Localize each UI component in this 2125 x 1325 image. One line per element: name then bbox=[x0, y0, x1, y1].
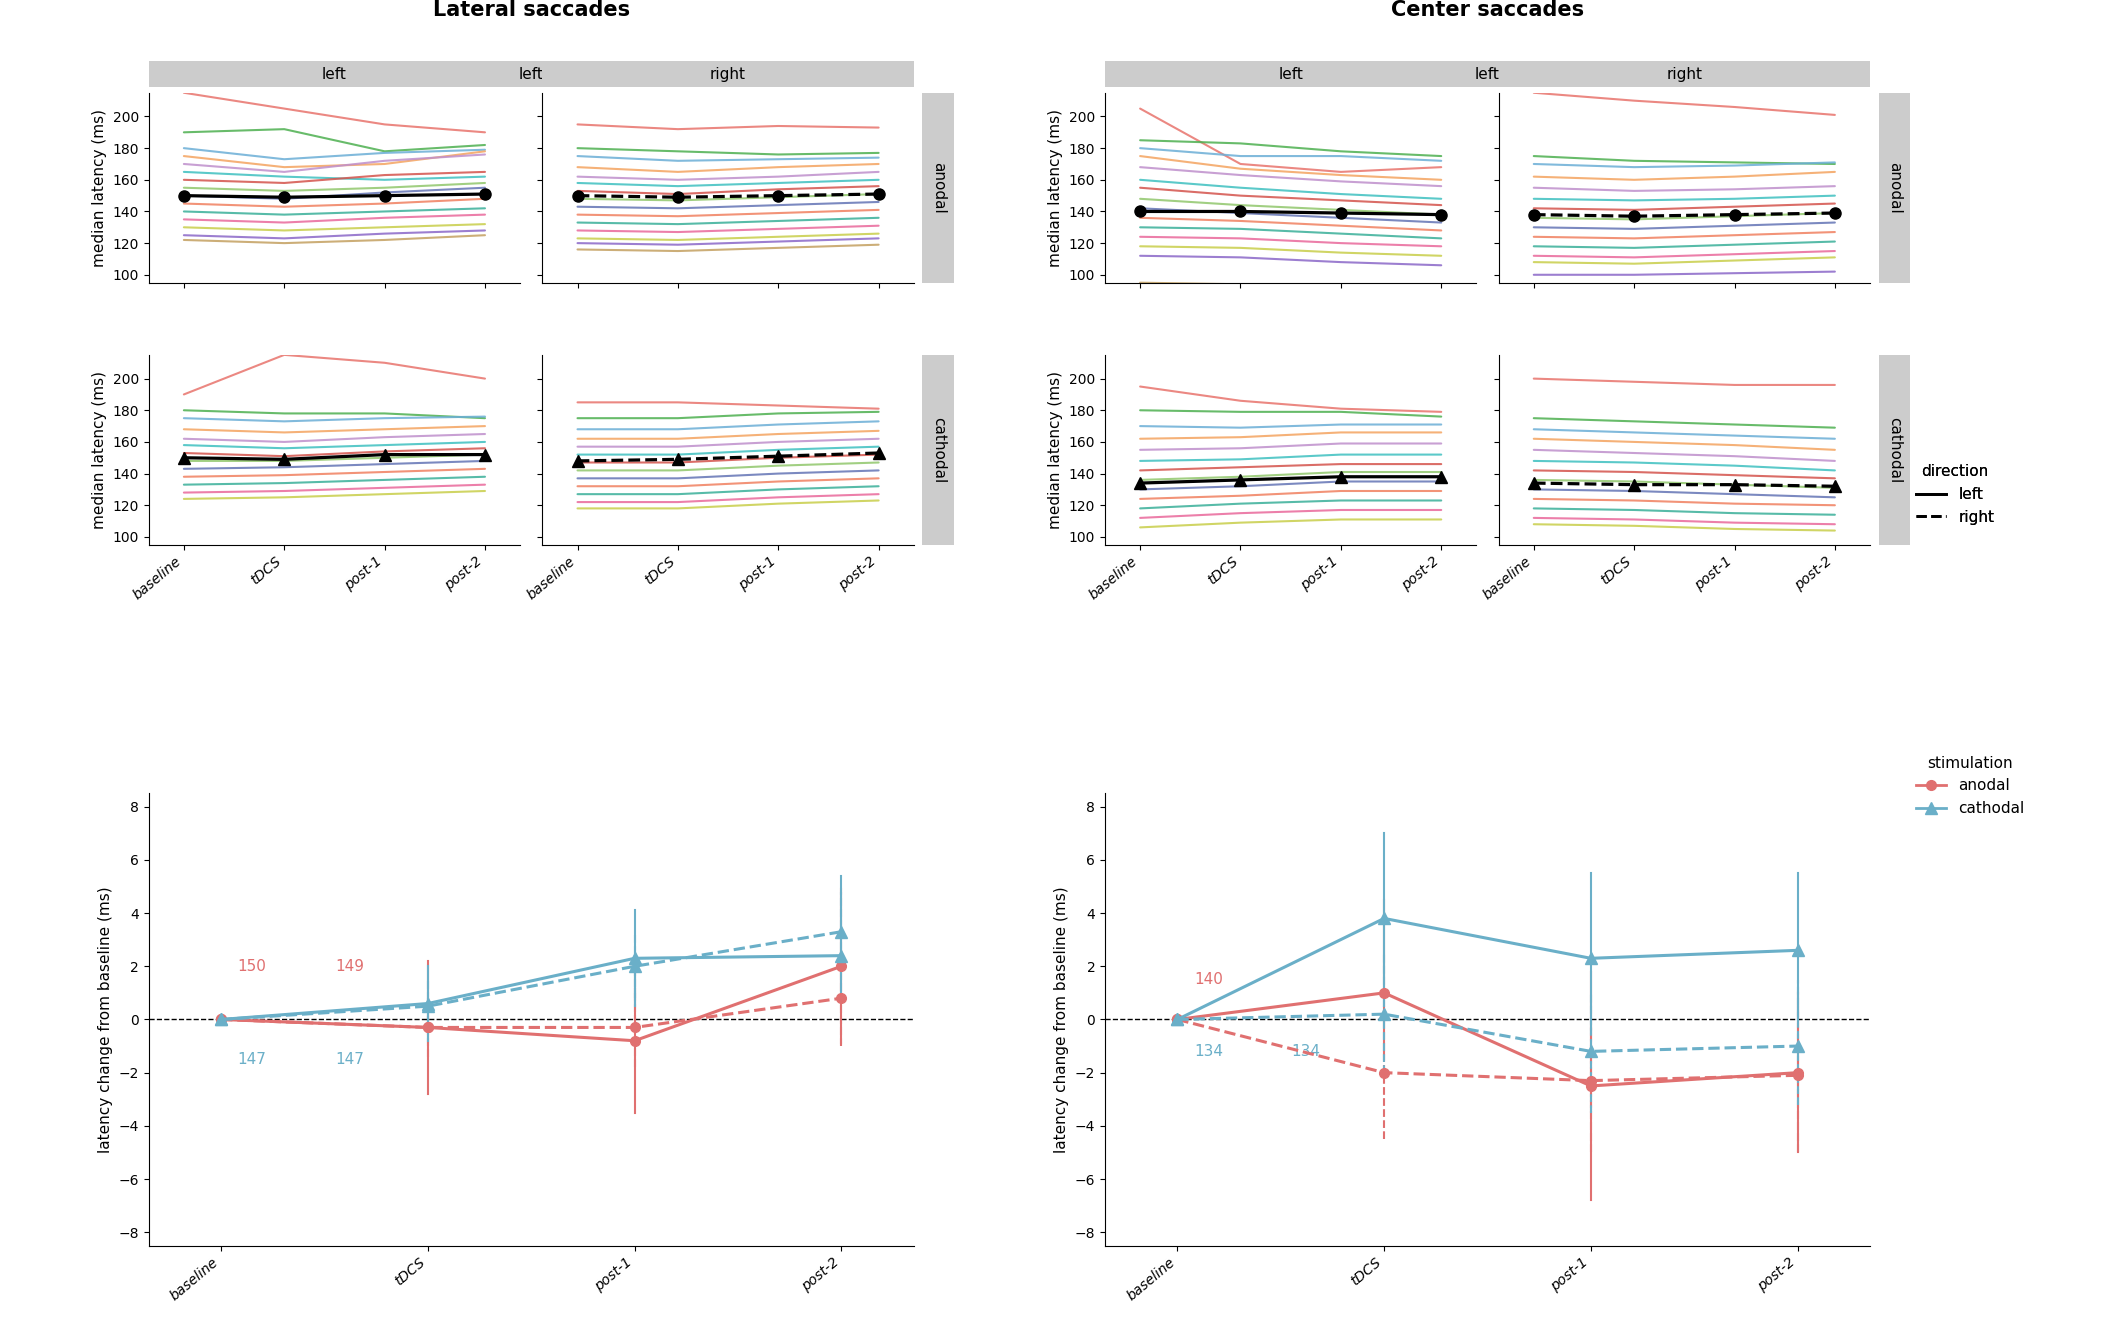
Y-axis label: latency change from baseline (ms): latency change from baseline (ms) bbox=[1054, 886, 1069, 1153]
Text: anodal: anodal bbox=[1887, 162, 1902, 213]
Y-axis label: latency change from baseline (ms): latency change from baseline (ms) bbox=[98, 886, 113, 1153]
Text: 140: 140 bbox=[1194, 973, 1222, 987]
Text: cathodal: cathodal bbox=[1887, 417, 1902, 484]
Text: anodal: anodal bbox=[931, 162, 946, 213]
Y-axis label: median latency (ms): median latency (ms) bbox=[91, 371, 106, 529]
Text: 150: 150 bbox=[238, 959, 266, 974]
Text: right: right bbox=[1666, 66, 1702, 82]
Text: 147: 147 bbox=[336, 1052, 363, 1067]
Text: Center saccades: Center saccades bbox=[1392, 0, 1583, 20]
Text: right: right bbox=[710, 66, 746, 82]
Text: left: left bbox=[518, 66, 544, 82]
Text: left: left bbox=[1475, 66, 1500, 82]
Y-axis label: median latency (ms): median latency (ms) bbox=[91, 109, 106, 266]
Legend: anodal, cathodal: anodal, cathodal bbox=[1910, 750, 2031, 822]
Text: 149: 149 bbox=[336, 959, 363, 974]
Text: Lateral saccades: Lateral saccades bbox=[434, 0, 629, 20]
Text: right: right bbox=[710, 66, 746, 82]
Text: left: left bbox=[1279, 66, 1303, 82]
Text: cathodal: cathodal bbox=[931, 417, 946, 484]
Text: left: left bbox=[323, 66, 346, 82]
Text: right: right bbox=[1666, 66, 1702, 82]
Text: 147: 147 bbox=[238, 1052, 266, 1067]
Legend: left, right: left, right bbox=[1910, 458, 2000, 530]
Text: 134: 134 bbox=[1292, 1044, 1320, 1059]
Text: 134: 134 bbox=[1194, 1044, 1222, 1059]
Y-axis label: median latency (ms): median latency (ms) bbox=[1048, 371, 1062, 529]
Y-axis label: median latency (ms): median latency (ms) bbox=[1048, 109, 1062, 266]
